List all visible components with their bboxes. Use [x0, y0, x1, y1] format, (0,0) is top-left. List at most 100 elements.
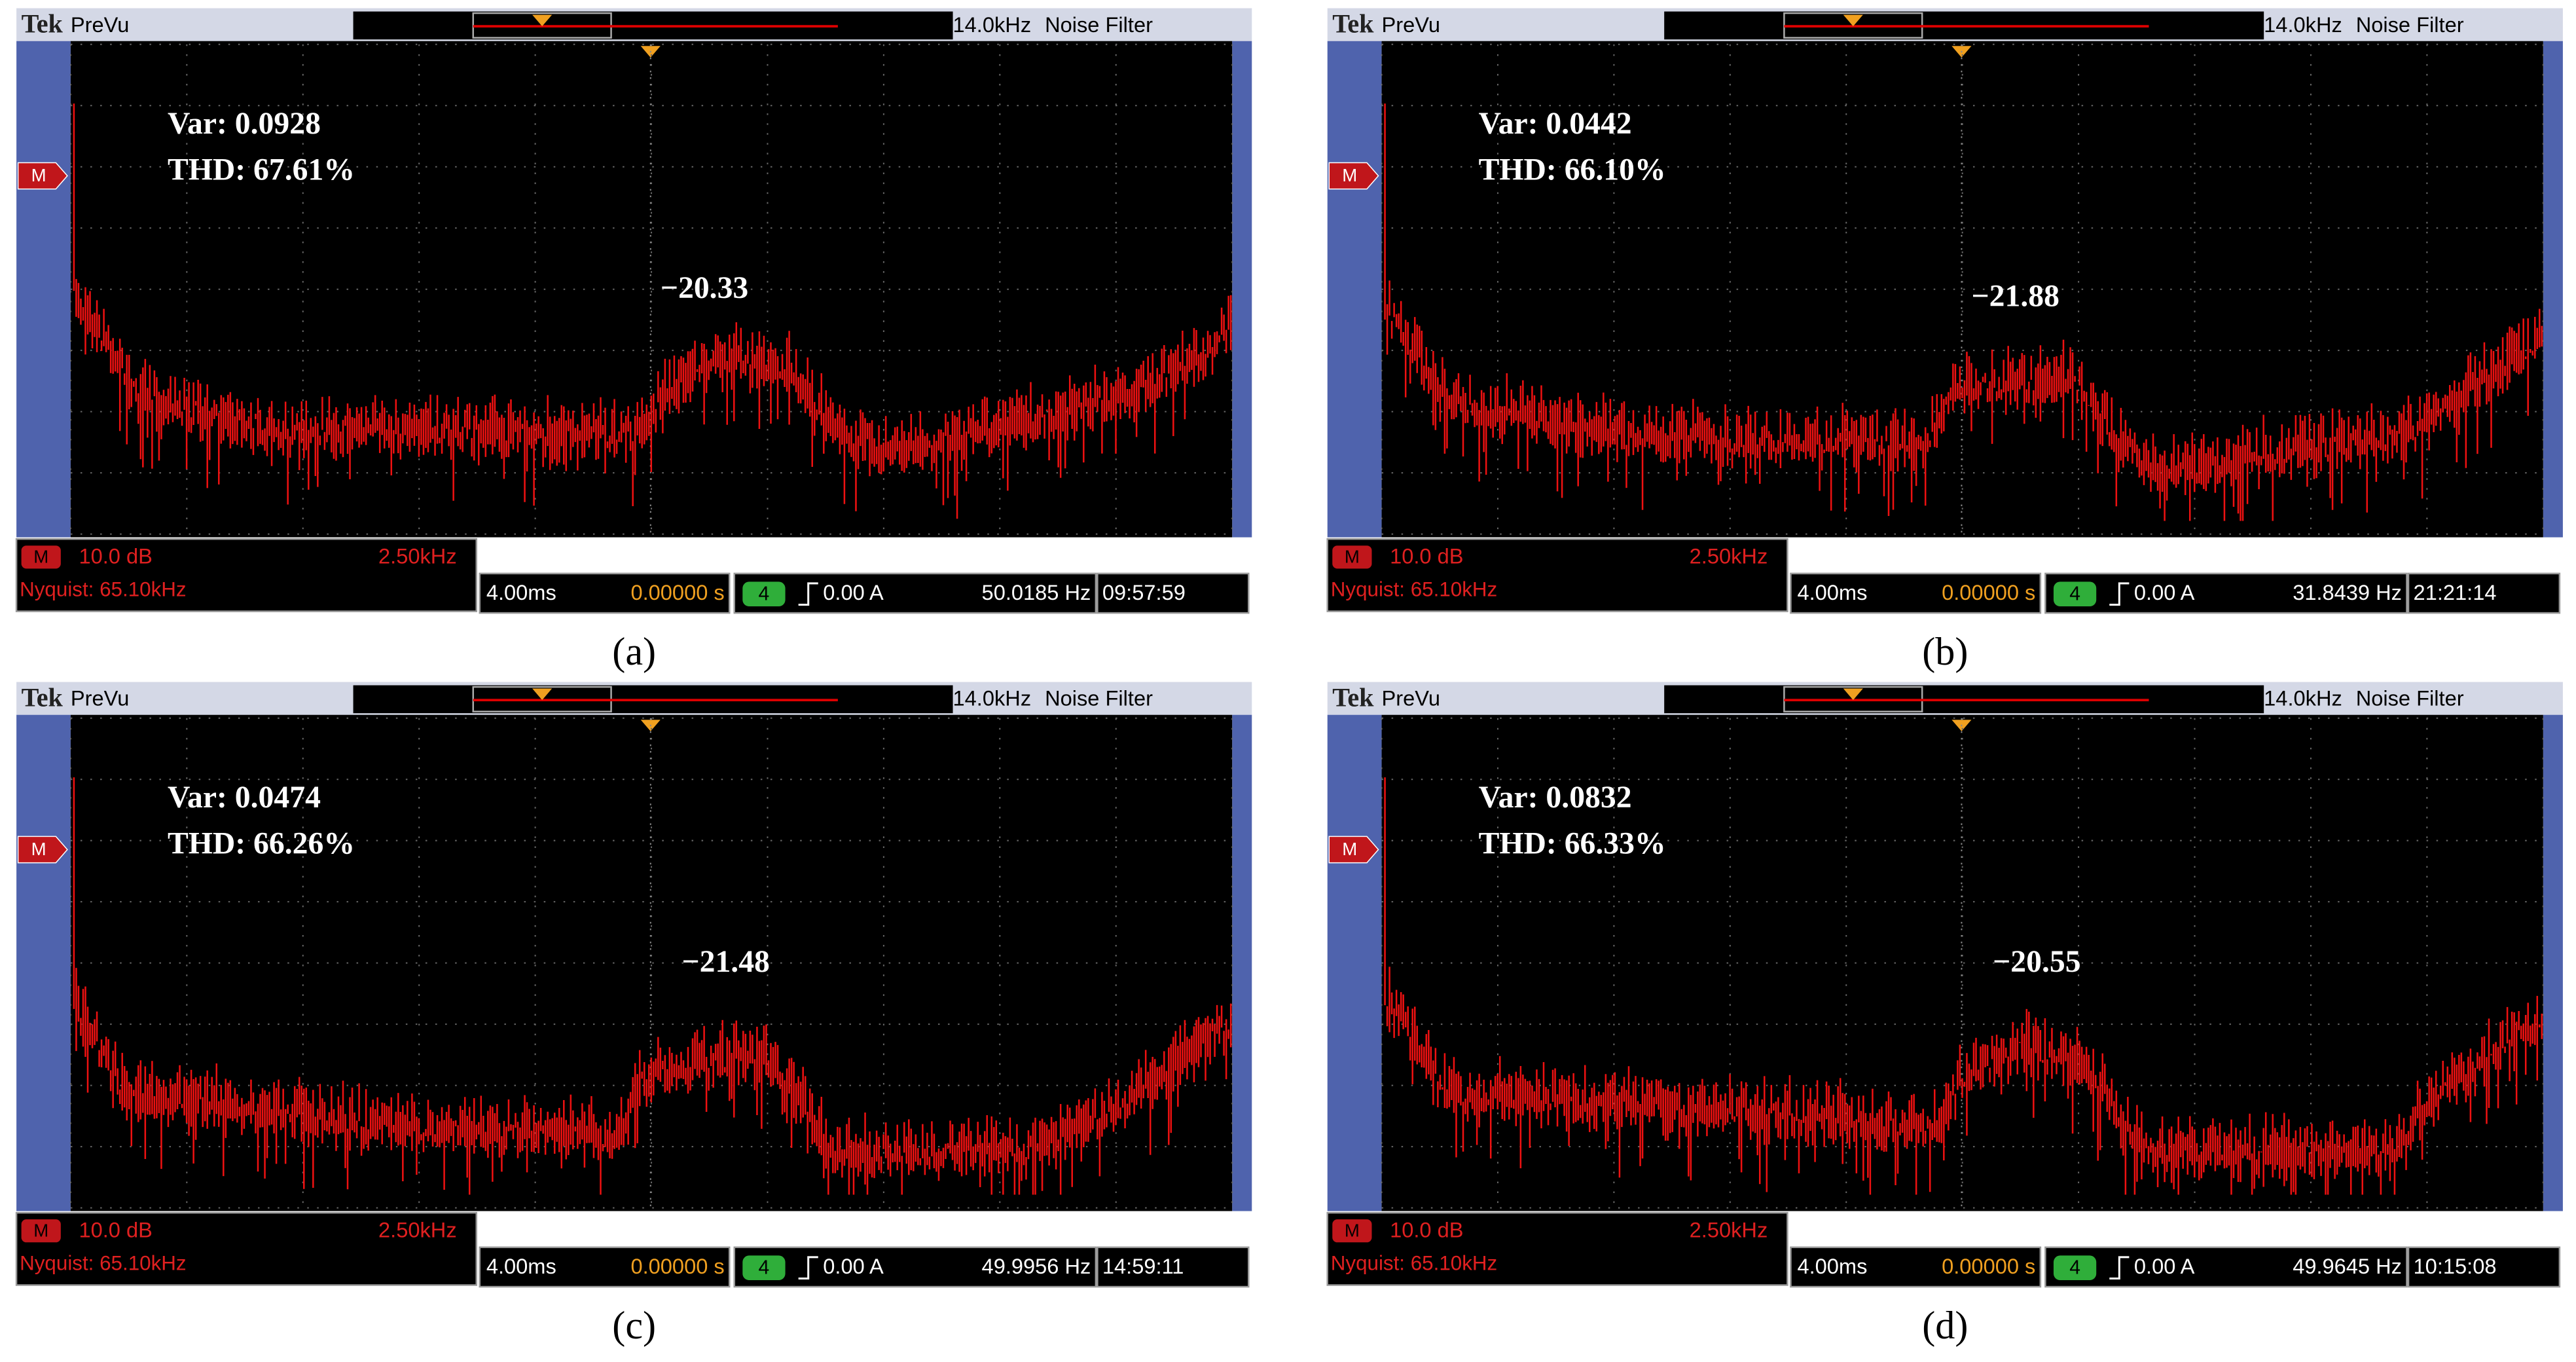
thd-readout: THD: 67.61%	[168, 153, 355, 187]
nyquist: Nyquist: 65.10kHz	[20, 578, 186, 601]
math-badge-label: M	[33, 546, 48, 566]
scope-panel: Tek PreVu 14.0kHz Noise Filter M Var: 0.0832 T…	[1326, 682, 2563, 1348]
math-span: 2.50kHz	[1690, 1218, 1768, 1242]
clock: 09:57:59	[1102, 580, 1186, 604]
trigger-box	[733, 1246, 1097, 1288]
math-span: 2.50kHz	[1690, 544, 1768, 568]
trigger-position	[1843, 14, 1863, 27]
math-span: 2.50kHz	[378, 1218, 457, 1242]
timebase: 4.00ms	[486, 580, 556, 604]
trigger-level: 0.00 A	[2134, 580, 2195, 604]
trigger-position	[532, 688, 553, 701]
frequency: 49.9956 Hz	[982, 1254, 1091, 1278]
scope-panel: Tek PreVu 14.0kHz Noise Filter M Var: 0.0442 T…	[1326, 8, 2563, 674]
filter-name: Noise Filter	[2356, 12, 2464, 37]
peak-label: −21.48	[681, 945, 769, 979]
channel-badge	[2053, 1255, 2097, 1281]
filter-name: Noise Filter	[1045, 686, 1153, 710]
status-box	[1790, 572, 2042, 614]
math-badge-label: M	[1345, 546, 1360, 566]
clock: 10:15:08	[2414, 1254, 2497, 1278]
brand: Tek	[1332, 682, 1374, 712]
channel-badge	[2053, 581, 2097, 607]
channel-marker	[17, 836, 68, 864]
caption: (d)	[1922, 1304, 1968, 1348]
thd-readout: THD: 66.33%	[1479, 826, 1666, 860]
timebase: 4.00ms	[486, 1254, 556, 1278]
peak-label: −20.55	[1993, 945, 2080, 979]
filter-frequency: 14.0kHz	[2264, 12, 2342, 37]
frequency: 31.8439 Hz	[2293, 580, 2402, 604]
peak-label: −20.33	[661, 271, 748, 305]
delay: 0.00000 s	[1942, 1254, 2035, 1278]
math-scale: 10.0 dB	[79, 544, 152, 568]
variance-readout: Var: 0.0832	[1479, 781, 1632, 815]
clock-box	[1097, 572, 1250, 614]
right-border	[1232, 714, 1252, 1211]
caption: (b)	[1922, 630, 1968, 674]
frequency: 50.0185 Hz	[982, 580, 1091, 604]
variance-readout: Var: 0.0442	[1479, 107, 1632, 141]
channel-marker-label: M	[1342, 839, 1357, 859]
thd-readout: THD: 66.26%	[168, 826, 355, 860]
trigger-box	[2044, 572, 2408, 614]
channel-badge-label: 4	[2069, 1257, 2080, 1278]
math-scale: 10.0 dB	[1390, 1218, 1463, 1242]
mode: PreVu	[1382, 12, 1440, 37]
right-border	[2543, 714, 2563, 1211]
math-badge	[21, 545, 61, 569]
math-box	[1326, 1211, 1788, 1286]
right-border	[2543, 41, 2563, 538]
trigger-slope	[2109, 1256, 2130, 1280]
brand: Tek	[22, 682, 63, 712]
math-badge-label: M	[1345, 1220, 1360, 1240]
channel-badge-label: 4	[759, 583, 770, 604]
trigger-slope	[2109, 582, 2130, 606]
math-badge	[1332, 545, 1372, 569]
variance-readout: Var: 0.0474	[168, 781, 321, 815]
nyquist: Nyquist: 65.10kHz	[20, 1251, 186, 1274]
channel-marker-label: M	[31, 839, 46, 859]
mode: PreVu	[1382, 686, 1440, 710]
channel-badge-label: 4	[759, 1257, 770, 1278]
left-border	[1327, 714, 1382, 1211]
filter-name: Noise Filter	[1045, 12, 1153, 37]
thd-readout: THD: 66.10%	[1479, 153, 1666, 187]
channel-marker	[1328, 836, 1379, 864]
math-box	[15, 538, 478, 612]
math-badge-label: M	[33, 1220, 48, 1240]
filter-frequency: 14.0kHz	[953, 686, 1032, 710]
channel-marker	[1328, 162, 1379, 190]
left-border	[1327, 41, 1382, 538]
trigger-position	[1843, 688, 1863, 701]
trigger-slope	[798, 1256, 818, 1280]
variance-readout: Var: 0.0928	[168, 107, 321, 141]
trigger-position	[532, 14, 553, 27]
timebase: 4.00ms	[1797, 580, 1867, 604]
mode: PreVu	[71, 686, 129, 710]
channel-badge-label: 4	[2069, 583, 2080, 604]
delay: 0.00000 s	[630, 580, 724, 604]
clock: 21:21:14	[2414, 580, 2497, 604]
trigger-box	[2044, 1246, 2408, 1288]
math-box	[15, 1211, 478, 1286]
delay: 0.00000 s	[630, 1254, 724, 1278]
clock: 14:59:11	[1102, 1254, 1184, 1278]
spectrum-trace	[73, 103, 1232, 519]
status-box	[1790, 1246, 2042, 1288]
spectrum-trace	[1384, 103, 2543, 521]
delay: 0.00000 s	[1942, 580, 2035, 604]
trigger-slope	[798, 582, 818, 606]
channel-marker-label: M	[31, 165, 46, 185]
math-scale: 10.0 dB	[79, 1218, 152, 1242]
status-box	[479, 572, 731, 614]
scope-panel: Tek PreVu 14.0kHz Noise Filter M Var: 0.0928 T…	[15, 8, 1252, 674]
filter-frequency: 14.0kHz	[2264, 686, 2342, 710]
clock-box	[1097, 1246, 1250, 1288]
peak-label: −21.88	[1971, 280, 2059, 314]
frequency: 49.9645 Hz	[2293, 1254, 2402, 1278]
math-scale: 10.0 dB	[1390, 544, 1463, 568]
channel-badge	[742, 1255, 786, 1281]
clock-box	[2407, 572, 2561, 614]
spectrum-trace	[1384, 777, 2543, 1195]
